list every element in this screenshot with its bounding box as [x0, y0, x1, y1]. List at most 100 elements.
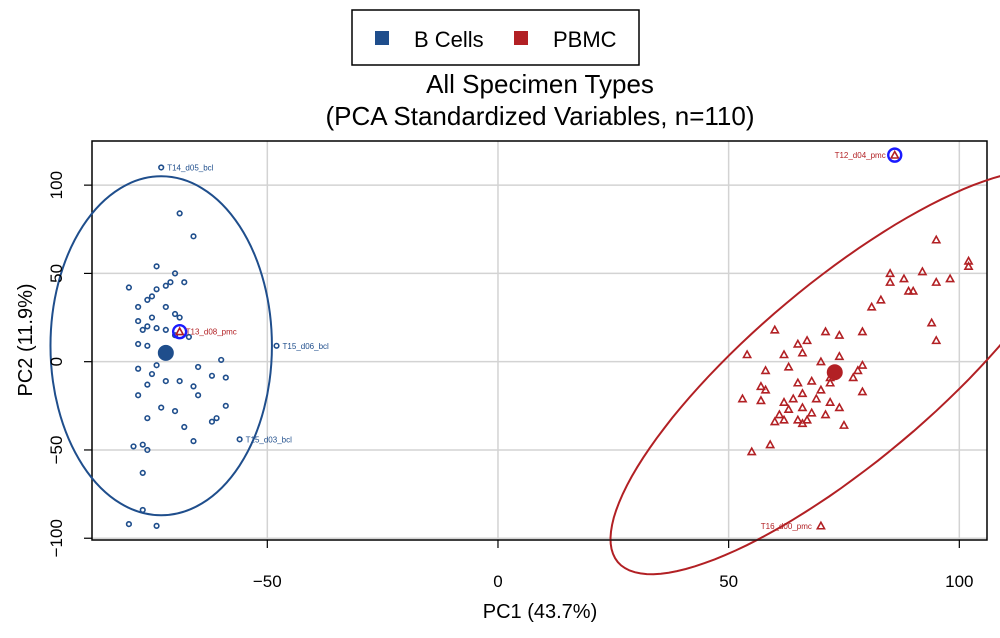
point-pbmc [820, 326, 831, 336]
ellipse-series-0 [49, 175, 273, 517]
point-b-cells [162, 303, 169, 311]
point-b-cells [153, 522, 160, 529]
highlight-ring [887, 147, 903, 163]
point-pbmc [746, 446, 757, 456]
y-tick-label: 0 [47, 357, 66, 366]
point-b-cells [144, 296, 151, 303]
point-pbmc [820, 409, 831, 419]
x-axis-label: PC1 (43.7%) [483, 601, 598, 623]
point-pbmc [857, 359, 868, 369]
point-b-cells [130, 443, 137, 450]
point-pbmc [797, 388, 808, 398]
point-pbmc [792, 414, 803, 424]
point-pbmc [769, 324, 780, 334]
point-b-cells [171, 270, 179, 277]
point-pbmc [903, 285, 914, 295]
x-axis: −50 0 50 100 [253, 539, 974, 591]
point-pbmc [815, 384, 826, 394]
point-b-cells [222, 402, 229, 409]
point-label: T16_d00_pmc [761, 522, 812, 531]
point-b-cells [148, 314, 156, 321]
point-b-cells [208, 372, 216, 379]
point-pbmc [797, 402, 808, 412]
point-pbmc [760, 365, 771, 375]
point-b-cells [148, 293, 156, 300]
point-b-cells [158, 404, 165, 411]
point-b-cells [218, 356, 225, 364]
x-tick-label: −50 [253, 572, 282, 591]
highlight-rings [171, 147, 903, 340]
point-b-cells [139, 506, 146, 514]
point-b-cells [135, 303, 142, 311]
point-b-cells [153, 325, 160, 332]
point-pbmc [898, 273, 909, 283]
legend-swatch-pbmc [514, 31, 528, 45]
point-pbmc [825, 397, 836, 406]
point-pbmc [834, 351, 845, 361]
legend-box [351, 9, 640, 66]
point-pbmc [931, 276, 942, 286]
point-b-cells [176, 210, 183, 217]
point-b-cells [190, 383, 197, 390]
point-pbmc [783, 404, 794, 414]
point-b-cells [171, 310, 179, 318]
point-b-cells [153, 263, 160, 270]
legend-label-b-cells: B Cells [414, 27, 484, 52]
point-b-cells [135, 317, 142, 325]
point-pbmc [917, 266, 928, 276]
point-b-cells [148, 370, 156, 378]
point-pbmc [857, 326, 868, 336]
point-b-cells [176, 314, 183, 321]
point-b-cells [185, 333, 192, 341]
point-pbmc [815, 356, 826, 366]
point-b-cells [144, 342, 151, 349]
legend-label-pbmc: PBMC [553, 27, 617, 52]
point-b-cells [144, 323, 151, 330]
point-label: T15_d03_bcl [246, 435, 292, 444]
x-tick-label: 0 [493, 572, 502, 591]
point-b-cells [139, 441, 146, 448]
point-b-cells [222, 374, 229, 381]
point-pbmc [779, 397, 789, 406]
x-tick-label: 100 [945, 572, 973, 591]
point-b-cells [171, 408, 179, 415]
y-tick-label: −50 [47, 436, 66, 465]
legend: B Cells PBMC [351, 9, 640, 66]
point-b-cells [144, 381, 151, 388]
point-pbmc [792, 338, 803, 348]
point-pbmc [774, 409, 785, 419]
ellipse-series-1 [609, 175, 1000, 576]
point-b-cells [153, 286, 160, 293]
legend-swatch-b-cells [375, 31, 389, 45]
point-b-cells [158, 164, 165, 171]
y-axis-label: PC2 (11.9%) [15, 283, 37, 396]
point-pbmc [885, 268, 896, 278]
point-pbmc [788, 393, 799, 403]
point-b-cells [167, 279, 174, 286]
point-pbmc [945, 273, 956, 283]
point-b-cells [144, 446, 151, 454]
point-pbmc [857, 386, 868, 396]
highlight-ring [171, 323, 188, 340]
data-points [125, 149, 974, 530]
point-b-cells [135, 392, 142, 399]
point-pbmc [755, 381, 766, 391]
point-label: T12_d04_pmc [835, 151, 886, 160]
point-pbmc [811, 393, 822, 403]
point-pbmc [931, 335, 942, 345]
point-b-cells [190, 233, 197, 240]
point-pbmc [792, 377, 803, 387]
point-b-cells [125, 521, 133, 528]
point-pbmc [769, 416, 780, 426]
point-pbmc [889, 149, 900, 159]
point-b-cells [176, 378, 183, 385]
point-b-cells [125, 284, 133, 291]
point-b-cells [139, 469, 146, 477]
point-pbmc [866, 301, 877, 311]
point-pbmc [760, 384, 771, 394]
point-b-cells [190, 438, 197, 445]
point-pbmc [783, 361, 794, 371]
point-pbmc [765, 439, 776, 449]
gridlines [92, 141, 987, 540]
point-pbmc [926, 317, 937, 327]
